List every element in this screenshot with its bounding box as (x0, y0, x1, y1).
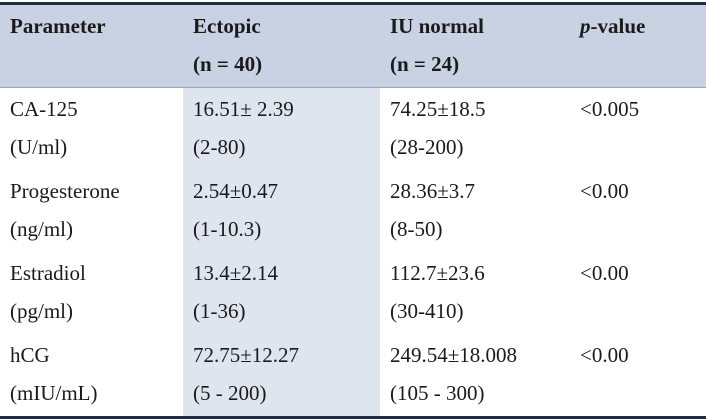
table-cell: 13.4±2.14 (1-36) (183, 252, 380, 334)
header-text: IU normal (390, 14, 484, 38)
header-text: (n = 40) (193, 52, 263, 76)
table-cell: <0.00 (570, 252, 706, 334)
cell-text: 72.75±12.27 (193, 343, 300, 367)
header-text: (n = 24) (390, 52, 460, 76)
cell-text: 28.36±3.7 (390, 179, 476, 203)
cell-text: (mIU/mL) (10, 381, 98, 405)
cell-text: 13.4±2.14 (193, 261, 279, 285)
table-cell: <0.00 (570, 334, 706, 418)
cell-text: Progesterone (10, 179, 120, 203)
header-cell: IU normal (n = 24) (380, 3, 570, 88)
table-row: hCG (mIU/mL) 72.75±12.27 (5 - 200) 249.54±18… (0, 334, 706, 418)
header-text: Parameter (10, 14, 106, 38)
cell-text: <0.00 (580, 343, 629, 367)
table-cell: 112.7±23.6 (30-410) (380, 252, 570, 334)
table-header: Parameter Ectopic (n = 40) IU normal (n = … (0, 3, 706, 88)
cell-text: (105 - 300) (390, 381, 485, 405)
cell-text: <0.00 (580, 261, 629, 285)
table-cell: 72.75±12.27 (5 - 200) (183, 334, 380, 418)
cell-text: (8-50) (390, 217, 443, 241)
header-cell: Ectopic (n = 40) (183, 3, 380, 88)
header-cell: p-value (570, 3, 706, 88)
header-text: -value (590, 14, 646, 38)
cell-text: (5 - 200) (193, 381, 267, 405)
table-cell: 249.54±18.008 (105 - 300) (380, 334, 570, 418)
cell-text: 249.54±18.008 (390, 343, 518, 367)
header-cell: Parameter (0, 3, 183, 88)
cell-text: (1-10.3) (193, 217, 262, 241)
table-cell: 16.51± 2.39 (2-80) (183, 87, 380, 170)
cell-text: (pg/ml) (10, 299, 73, 323)
table-cell: <0.00 (570, 170, 706, 252)
table-body: CA-125 (U/ml) 16.51± 2.39 (2-80) 74.25±18.5 (… (0, 87, 706, 418)
cell-text: <0.00 (580, 179, 629, 203)
table-cell: <0.005 (570, 88, 706, 171)
table-row: Progesterone (ng/ml) 2.54±0.47 (1-10.3) 28.3… (0, 170, 706, 252)
cell-text: (ng/ml) (10, 217, 73, 241)
cell-text: 2.54±0.47 (193, 179, 279, 203)
header-italic: p (580, 14, 591, 38)
cell-text: CA-125 (10, 97, 78, 121)
cell-text: hCG (10, 343, 50, 367)
cell-text: Estradiol (10, 261, 86, 285)
header-row: Parameter Ectopic (n = 40) IU normal (n = … (0, 3, 706, 88)
table-cell: CA-125 (U/ml) (0, 88, 183, 171)
table-cell: 2.54±0.47 (1-10.3) (183, 170, 380, 252)
header-text: p-value (580, 7, 696, 45)
table-cell: 74.25±18.5 (28-200) (380, 88, 570, 171)
header-text: Ectopic (193, 14, 261, 38)
cell-text: 112.7±23.6 (390, 261, 485, 285)
cell-text: 16.51± 2.39 (193, 97, 294, 121)
cell-text: (28-200) (390, 135, 464, 159)
table-cell: Estradiol (pg/ml) (0, 252, 183, 334)
table-cell: 28.36±3.7 (8-50) (380, 170, 570, 252)
table-row: CA-125 (U/ml) 16.51± 2.39 (2-80) 74.25±18.5 (… (0, 87, 706, 171)
cell-text: (1-36) (193, 299, 246, 323)
cell-text: (30-410) (390, 299, 464, 323)
table-row: Estradiol (pg/ml) 13.4±2.14 (1-36) 112.7±23.… (0, 252, 706, 334)
table-cell: hCG (mIU/mL) (0, 334, 183, 418)
cell-text: <0.005 (580, 97, 640, 121)
cell-text: (2-80) (193, 135, 246, 159)
cell-text: (U/ml) (10, 135, 68, 159)
cell-text: 74.25±18.5 (390, 97, 486, 121)
table-cell: Progesterone (ng/ml) (0, 170, 183, 252)
